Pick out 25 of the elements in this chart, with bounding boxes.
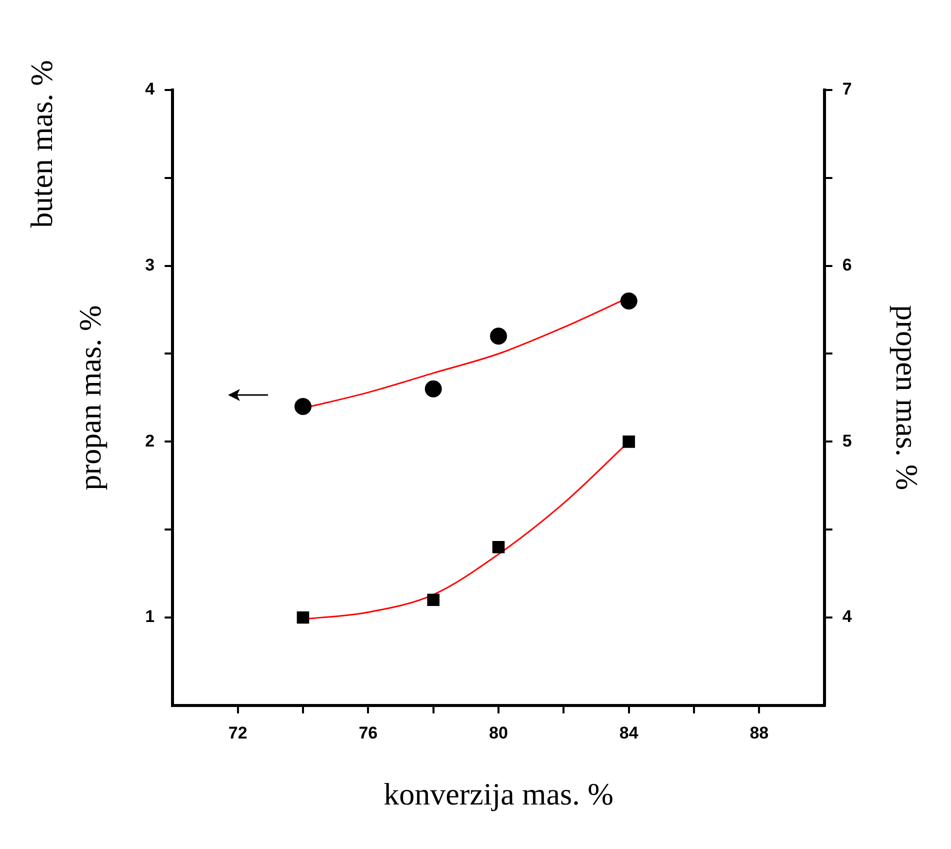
x-tick-label: 72 — [228, 723, 248, 742]
y-tick-label: 4 — [145, 80, 156, 99]
point — [490, 328, 507, 345]
y-axis-title: propan mas. % — [72, 305, 108, 490]
point — [427, 594, 440, 606]
x-tick-label: 88 — [750, 723, 769, 742]
point — [620, 292, 638, 310]
x-axis-title: konverzija mas. % — [384, 776, 614, 812]
y-tick-label: 1 — [145, 607, 155, 626]
y-tick-label: 3 — [145, 256, 155, 275]
x-tick-label: 76 — [358, 723, 378, 742]
point — [622, 436, 635, 448]
y2-axis-title: propen mas. % — [889, 305, 924, 490]
y2-tick-label: 5 — [842, 431, 852, 450]
x-tick-label: 80 — [489, 723, 508, 742]
point — [294, 398, 312, 415]
y2-tick-label: 4 — [842, 607, 852, 626]
text: buten mas. % — [24, 60, 60, 228]
point — [424, 380, 442, 398]
x-tick-label: 84 — [619, 723, 639, 742]
point — [296, 611, 310, 624]
point — [492, 540, 505, 554]
y-tick-label: 2 — [145, 431, 155, 450]
y2-tick-label: 7 — [842, 80, 852, 99]
y2-tick-label: 6 — [842, 256, 852, 275]
